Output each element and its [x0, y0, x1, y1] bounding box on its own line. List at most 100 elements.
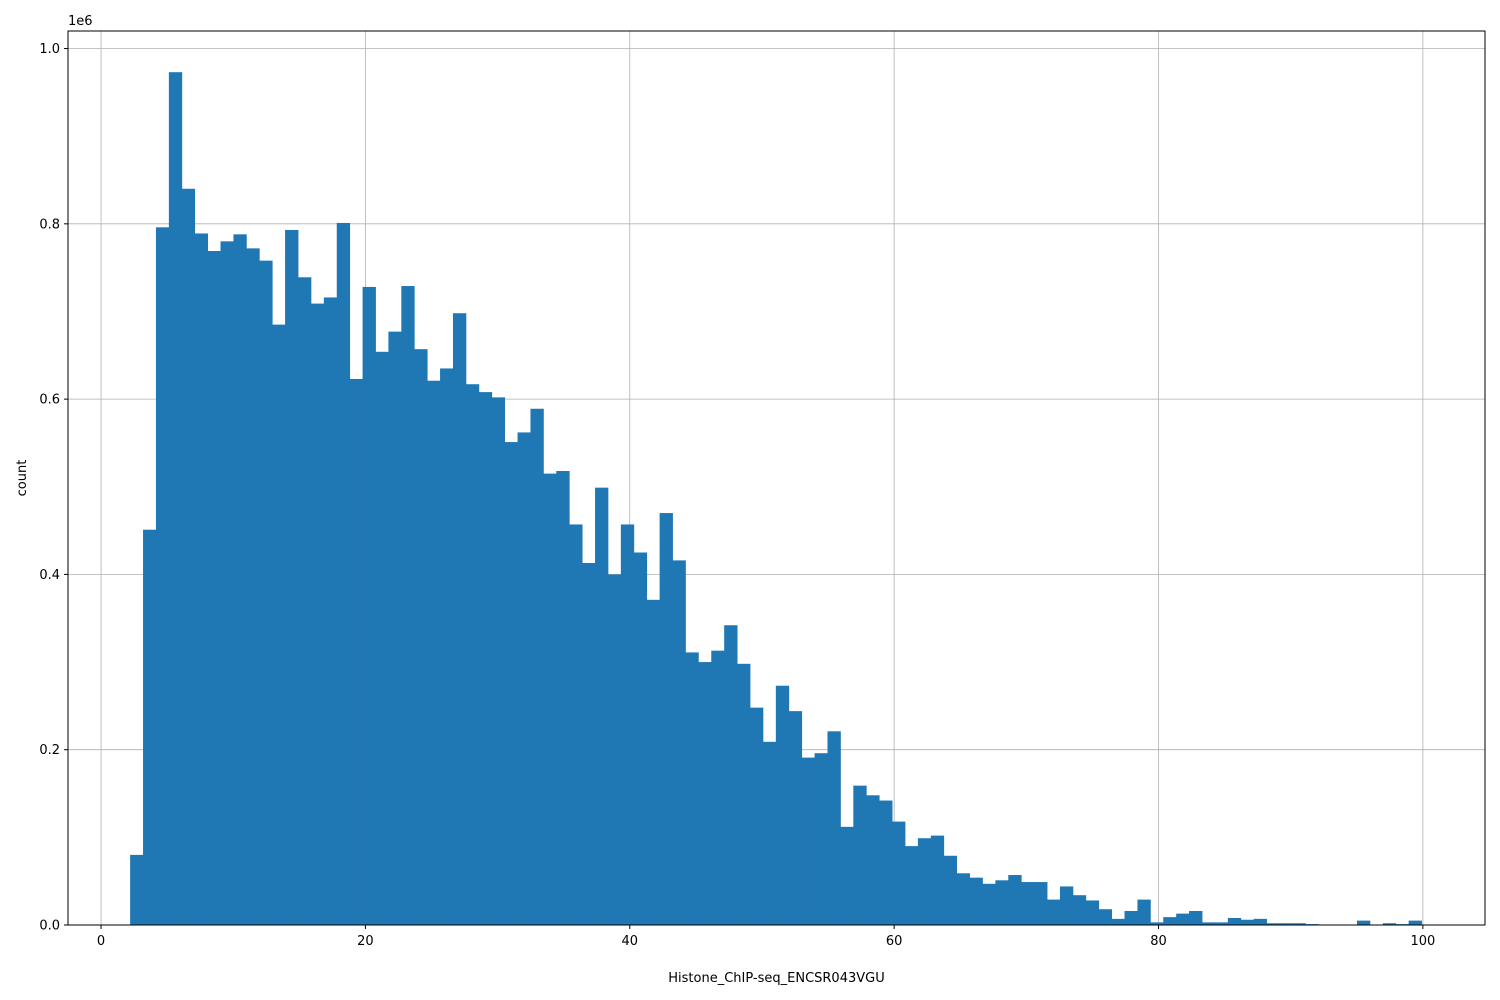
histogram-bar: [155, 227, 170, 925]
y-tick-label: 0.4: [39, 568, 60, 583]
histogram-bar: [465, 384, 480, 925]
histogram-bar: [943, 855, 958, 925]
y-tick-label: 0.6: [39, 393, 60, 408]
plot-frame: [67, 30, 1486, 926]
histogram-bar: [543, 473, 557, 925]
histogram-bar: [788, 711, 803, 925]
x-tick-label: 100: [1410, 934, 1435, 949]
histogram-bar: [1214, 922, 1229, 925]
histogram-bar: [917, 838, 932, 925]
histogram-bar: [1266, 923, 1280, 925]
histogram-bar: [504, 442, 518, 925]
histogram-bar: [259, 260, 273, 926]
x-tick-label: 80: [1150, 934, 1167, 949]
histogram-bar: [1202, 922, 1216, 925]
y-axis-ticks: 0.0 0.2 0.4 0.6 0.8 1.0: [39, 42, 68, 934]
histogram-bar: [130, 854, 144, 925]
histogram-bar: [930, 835, 945, 925]
histogram-bar: [904, 846, 919, 925]
histogram-bar: [711, 650, 725, 925]
histogram-bar: [1034, 882, 1048, 925]
histogram-bar: [1008, 875, 1022, 925]
histogram-bar: [272, 324, 286, 925]
histogram-bar: [892, 821, 906, 925]
histogram-bar: [685, 652, 699, 925]
histogram-bar: [1189, 910, 1203, 925]
histogram-bar: [478, 392, 493, 925]
x-tick-label: 60: [886, 934, 903, 949]
histogram-bar: [1292, 923, 1306, 925]
histogram-bar: [440, 368, 454, 925]
histogram-bar: [1253, 918, 1267, 925]
histogram-bar: [414, 349, 428, 925]
histogram-bar: [879, 800, 893, 925]
histogram-bar: [530, 408, 544, 926]
histogram-bar: [1408, 920, 1422, 925]
histogram-bar: [1124, 910, 1138, 925]
histogram-bar: [969, 877, 983, 925]
histogram-bar: [595, 487, 609, 925]
histogram-bar: [362, 286, 376, 925]
histogram-bar: [737, 663, 751, 925]
histogram-bar: [659, 513, 673, 925]
histogram-bars: [130, 72, 1422, 926]
histogram-bar: [1227, 917, 1242, 925]
histogram-bar: [1382, 923, 1397, 925]
histogram-bar: [323, 297, 338, 926]
histogram-bar: [310, 303, 325, 925]
x-tick-label: 20: [357, 934, 374, 949]
histogram-bar: [285, 229, 299, 926]
histogram-bar: [801, 757, 815, 925]
histogram-bar: [1021, 882, 1035, 925]
histogram-bar: [1085, 900, 1100, 925]
histogram-bar: [517, 432, 531, 925]
y-tick-label: 0.0: [39, 919, 60, 934]
histogram-bar: [620, 524, 635, 925]
histogram-bar: [168, 72, 183, 926]
histogram-bar: [672, 560, 686, 925]
x-tick-label: 40: [622, 934, 639, 949]
histogram-bar: [607, 574, 622, 925]
x-axis-label: Histone_ChIP-seq_ENCSR043VGU: [668, 971, 884, 986]
histogram-bar: [1059, 886, 1074, 925]
histogram-bar: [646, 599, 661, 925]
histogram-bar: [246, 248, 260, 926]
histogram-bar: [1150, 922, 1164, 925]
histogram-bar: [298, 277, 312, 926]
histogram-bar: [762, 741, 777, 925]
histogram-bar: [1356, 920, 1371, 925]
histogram-bar: [866, 795, 880, 925]
histogram-bar: [1176, 913, 1190, 925]
histogram-bar: [1111, 918, 1125, 925]
histogram-bar: [775, 685, 790, 925]
y-tick-label: 1.0: [39, 42, 60, 57]
histogram-bar: [569, 524, 583, 925]
histogram-bar: [1047, 899, 1061, 925]
histogram-bar: [556, 470, 570, 925]
histogram-bar: [491, 397, 506, 925]
histogram-bar: [336, 222, 351, 926]
histogram-bar: [698, 662, 712, 925]
histogram-bar: [143, 529, 157, 925]
histogram-bar: [1163, 917, 1177, 925]
histogram-bar: [995, 880, 1009, 925]
histogram-bar: [427, 380, 441, 925]
histogram-bar: [1279, 923, 1293, 925]
histogram-bar: [956, 873, 970, 925]
y-scale-multiplier: 1e6: [68, 14, 93, 29]
histogram-bar: [349, 378, 363, 925]
histogram-bar: [233, 234, 247, 925]
histogram-bar: [814, 753, 828, 925]
histogram-bar: [840, 826, 854, 925]
histogram-bar: [388, 331, 402, 926]
histogram-bar: [207, 250, 221, 925]
histogram-bar: [1240, 919, 1255, 925]
histogram-bar: [375, 351, 389, 926]
histogram-bar: [401, 286, 415, 925]
histogram-bar: [1098, 909, 1113, 925]
y-tick-label: 0.8: [39, 217, 60, 232]
histogram-bar: [452, 313, 467, 926]
histogram-bar: [1137, 899, 1151, 925]
histogram-bar: [750, 707, 764, 925]
